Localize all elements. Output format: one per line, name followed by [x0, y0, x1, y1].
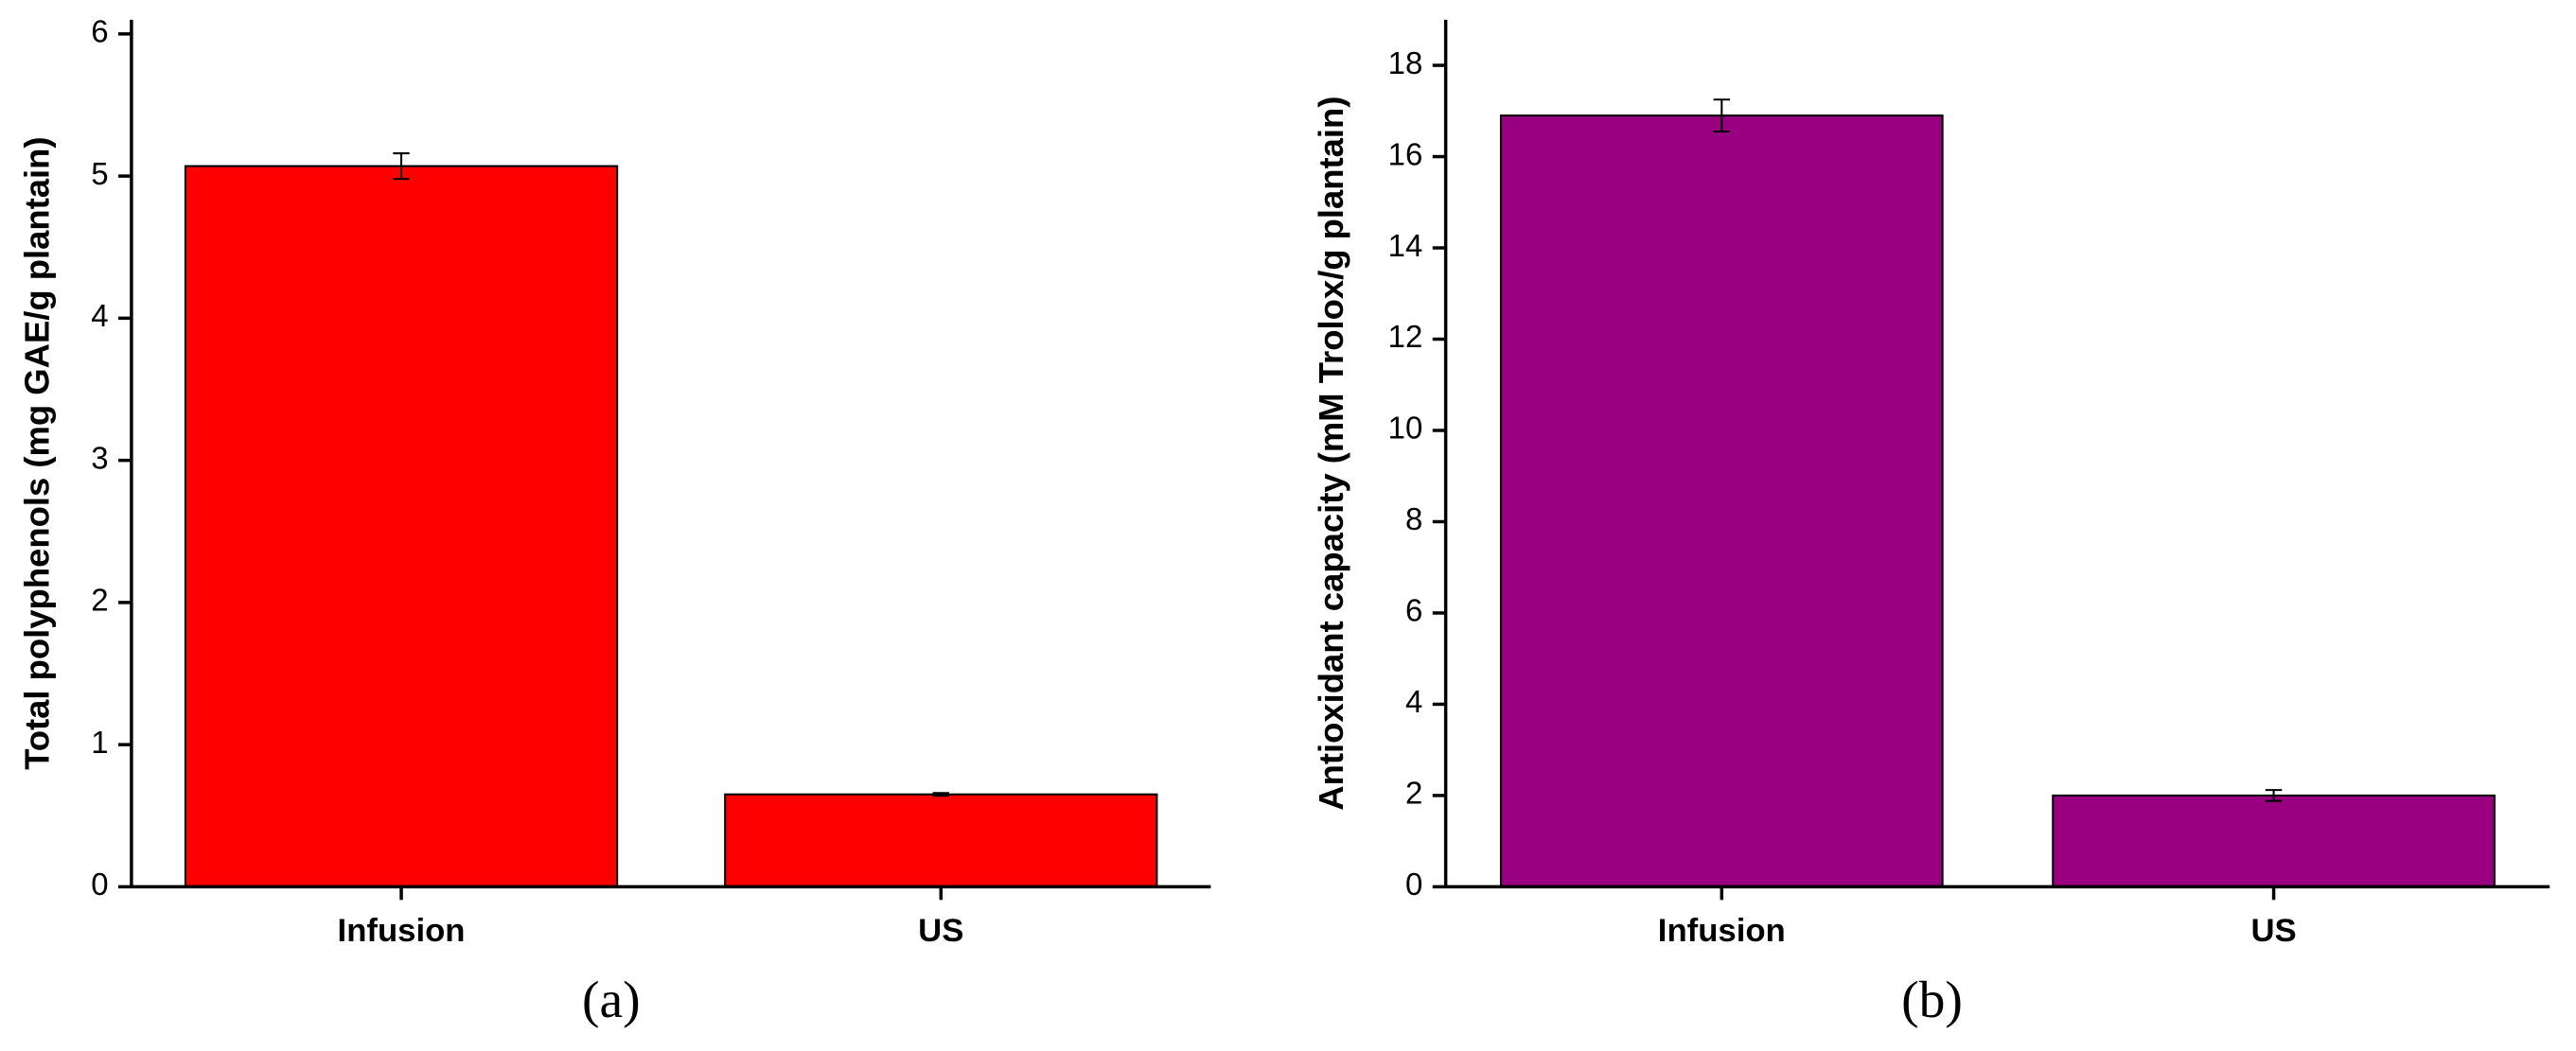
error-bar	[2265, 789, 2283, 802]
error-bar	[393, 152, 410, 181]
x-tick-label: Infusion	[1658, 913, 1786, 949]
panel-label: (a)	[582, 971, 641, 1029]
error-bar	[932, 792, 949, 797]
x-tick-label: US	[918, 913, 963, 949]
y-tick-label: 6	[1405, 593, 1422, 628]
panel-label: (b)	[1901, 971, 1963, 1029]
bar	[184, 165, 619, 888]
x-tick-label: US	[2250, 913, 2296, 949]
y-axis-title: Total polyphenols (mg GAE/g plantain)	[17, 136, 56, 769]
x-tick-label: Infusion	[338, 913, 466, 949]
y-tick-label: 0	[1405, 867, 1422, 902]
y-tick-label: 2	[91, 583, 108, 618]
y-tick-label: 8	[1405, 501, 1422, 536]
y-tick-label: 18	[1388, 45, 1423, 80]
y-tick-label: 4	[91, 298, 108, 333]
y-tick-label: 16	[1388, 136, 1423, 171]
y-tick-label: 3	[91, 440, 108, 475]
y-tick-label: 5	[91, 156, 108, 191]
bar	[724, 793, 1158, 888]
y-tick-label: 10	[1388, 411, 1423, 446]
y-tick-label: 12	[1388, 319, 1423, 354]
y-axis-title: Antioxidant capacity (mM Trolox/g planta…	[1312, 96, 1350, 811]
error-bar	[1713, 98, 1730, 133]
bar	[2052, 794, 2496, 888]
bar	[1499, 114, 1944, 888]
y-tick-label: 6	[91, 14, 108, 49]
y-tick-label: 1	[91, 725, 108, 760]
y-tick-label: 14	[1388, 228, 1423, 263]
y-tick-label: 4	[1405, 684, 1422, 719]
y-tick-label: 2	[1405, 776, 1422, 811]
y-tick-label: 0	[91, 867, 108, 902]
